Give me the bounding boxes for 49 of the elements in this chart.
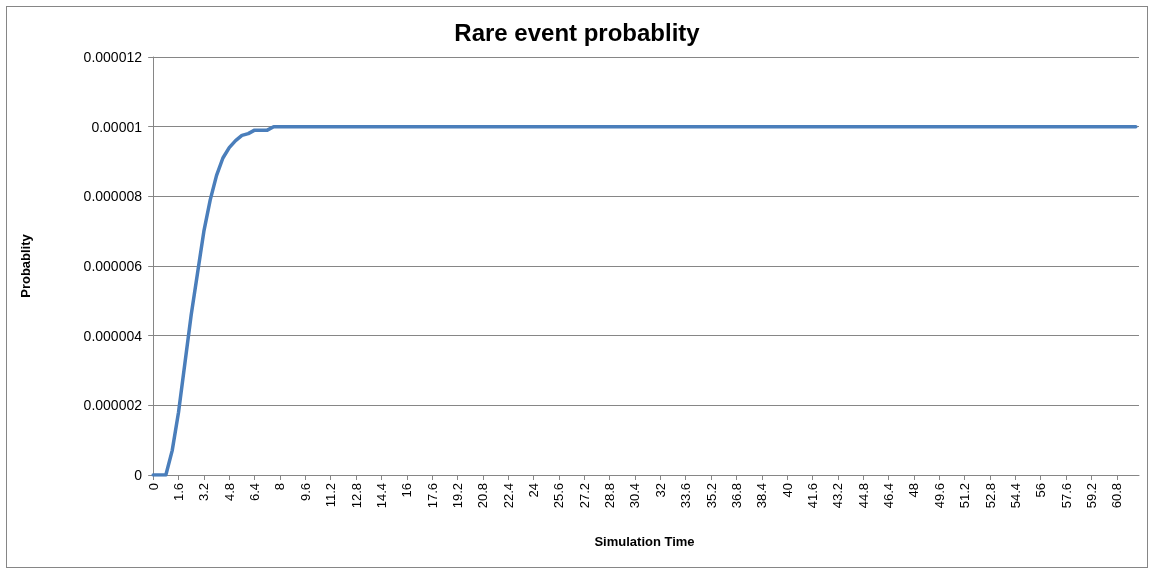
chart-title: Rare event probablity	[454, 18, 701, 46]
x-tick-label: 9.6	[297, 483, 313, 502]
y-tick-label: 0.00001	[91, 118, 143, 135]
x-tick-label: 3.2	[196, 483, 212, 502]
x-tick-label: 51.2	[957, 483, 973, 509]
x-tick-label: 56	[1033, 483, 1049, 498]
x-tick-label: 35.2	[703, 483, 719, 509]
x-tick-label: 52.8	[982, 483, 998, 509]
x-tick-label: 17.6	[424, 483, 440, 509]
x-tick-label: 40	[779, 483, 795, 498]
x-tick-label: 32	[652, 483, 668, 498]
x-tick-label: 57.6	[1058, 483, 1074, 509]
x-tick-label: 22.4	[500, 483, 516, 509]
y-tick-label: 0.000008	[83, 188, 143, 205]
x-tick-label: 36.8	[728, 483, 744, 509]
x-tick-label: 1.6	[171, 483, 187, 502]
x-tick-label: 41.6	[805, 483, 820, 509]
y-tick-label: 0.000004	[83, 327, 143, 344]
x-tick-label: 44.8	[855, 483, 871, 509]
x-tick-label: 14.4	[373, 483, 389, 509]
y-tick-label: 0.000002	[83, 397, 143, 414]
x-tick-label: 16	[399, 483, 415, 498]
x-tick-label: 38.4	[754, 483, 770, 509]
x-axis-title: Simulation Time	[594, 534, 695, 549]
y-tick-label: 0.000012	[83, 49, 143, 65]
x-tick-label: 8	[272, 483, 288, 491]
x-tick-label: 0	[145, 483, 161, 491]
x-tick-label: 48	[906, 483, 922, 498]
x-tick-label: 12.8	[348, 483, 364, 509]
x-tick-label: 6.4	[247, 483, 263, 502]
x-tick-label: 33.6	[678, 483, 694, 509]
x-tick-label: 4.8	[221, 483, 237, 502]
x-tick-label: 49.6	[931, 483, 947, 509]
x-tick-label: 19.2	[449, 483, 465, 509]
x-tick-label: 27.2	[576, 483, 592, 509]
x-tick-label: 54.4	[1007, 483, 1023, 509]
y-tick-label: 0.000006	[83, 258, 143, 274]
x-tick-label: 24	[526, 483, 542, 498]
x-tick-label: 46.4	[881, 483, 897, 509]
x-tick-label: 11.2	[323, 483, 339, 508]
x-tick-label: 60.8	[1109, 483, 1125, 509]
x-tick-label: 28.8	[602, 483, 618, 509]
x-tick-label: 43.2	[830, 483, 846, 509]
x-tick-label: 59.2	[1083, 483, 1099, 509]
x-tick-label: 20.8	[475, 483, 491, 509]
line-series	[151, 124, 1138, 477]
x-tick-label: 30.4	[627, 483, 643, 509]
x-tick-label: 25.6	[551, 483, 567, 509]
y-axis-title: Probablity	[18, 233, 33, 298]
